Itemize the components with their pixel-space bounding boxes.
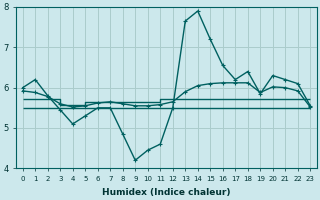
X-axis label: Humidex (Indice chaleur): Humidex (Indice chaleur) [102,188,231,197]
